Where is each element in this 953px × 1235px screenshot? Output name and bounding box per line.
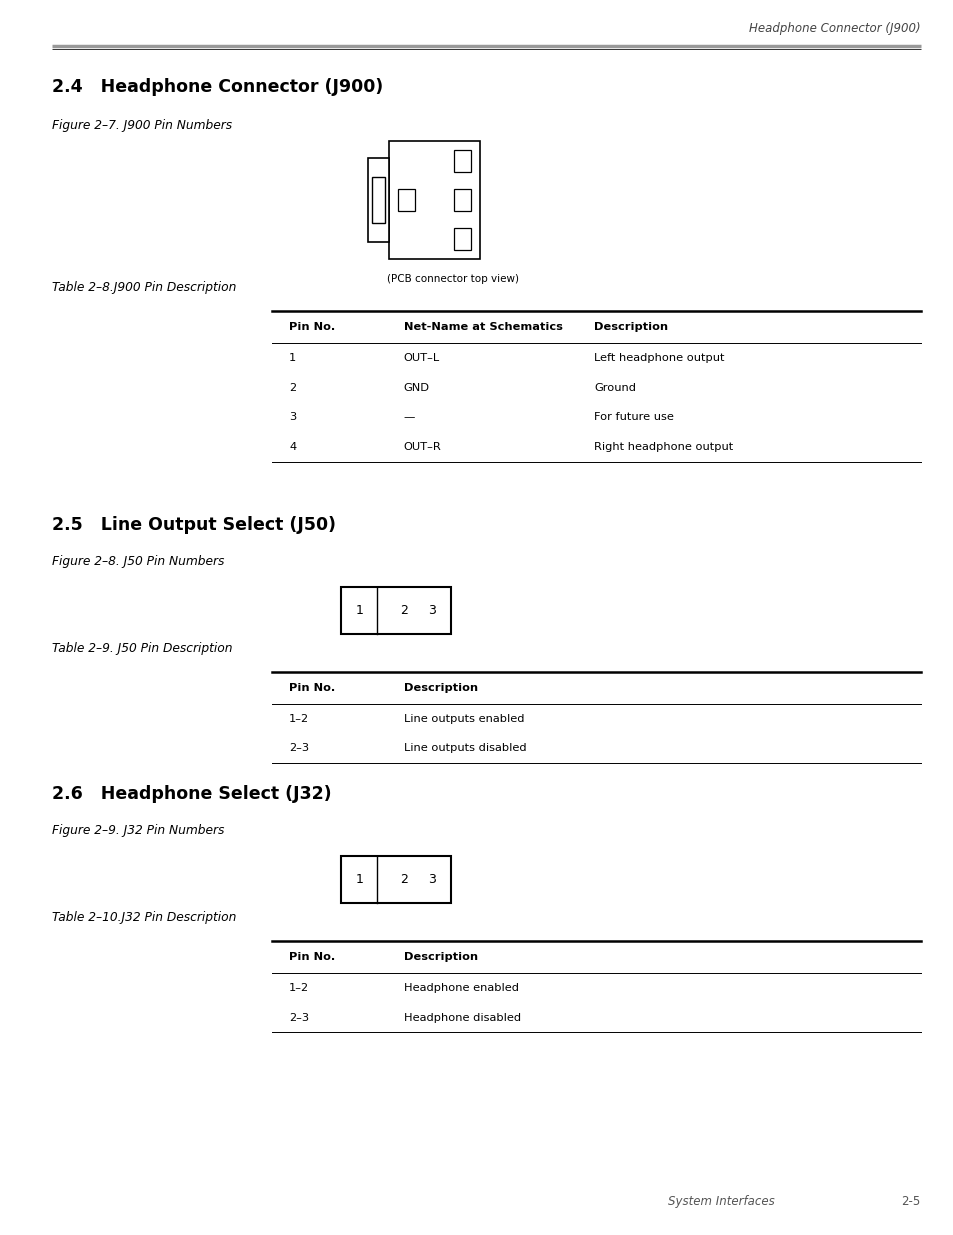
- Text: 3: 3: [428, 604, 436, 616]
- Bar: [368, 158, 389, 242]
- Text: 2: 2: [289, 383, 295, 393]
- Text: 2: 2: [399, 873, 407, 885]
- Text: (PCB connector top view): (PCB connector top view): [387, 274, 518, 284]
- Text: 2: 2: [402, 195, 409, 205]
- Text: —: —: [403, 412, 415, 422]
- Bar: [341, 856, 450, 903]
- Bar: [372, 177, 384, 224]
- Text: 1: 1: [355, 604, 363, 616]
- Text: Pin No.: Pin No.: [289, 683, 335, 693]
- Text: GND: GND: [403, 383, 429, 393]
- Text: Net-Name at Schematics: Net-Name at Schematics: [403, 322, 562, 332]
- Text: Figure 2–7. J900 Pin Numbers: Figure 2–7. J900 Pin Numbers: [52, 119, 233, 132]
- Text: 2.4   Headphone Connector (J900): 2.4 Headphone Connector (J900): [52, 78, 383, 96]
- Text: Figure 2–9. J32 Pin Numbers: Figure 2–9. J32 Pin Numbers: [52, 824, 225, 837]
- Text: Description: Description: [403, 952, 477, 962]
- Text: Headphone Connector (J900): Headphone Connector (J900): [748, 21, 920, 35]
- Text: 4: 4: [289, 442, 295, 452]
- Text: 4: 4: [459, 233, 465, 245]
- Text: 2.6   Headphone Select (J32): 2.6 Headphone Select (J32): [52, 784, 332, 803]
- Text: Description: Description: [594, 322, 668, 332]
- Text: 1: 1: [459, 156, 465, 167]
- Text: 2-5: 2-5: [901, 1194, 920, 1208]
- Text: 3: 3: [459, 195, 465, 205]
- Text: Table 2–8.J900 Pin Description: Table 2–8.J900 Pin Description: [52, 280, 236, 294]
- Text: Headphone enabled: Headphone enabled: [403, 983, 518, 993]
- Text: 1: 1: [355, 873, 363, 885]
- Text: 2–3: 2–3: [289, 743, 309, 753]
- Bar: [454, 151, 471, 173]
- Text: 1–2: 1–2: [289, 714, 309, 724]
- Text: Description: Description: [403, 683, 477, 693]
- Text: Pin No.: Pin No.: [289, 322, 335, 332]
- Text: Table 2–9. J50 Pin Description: Table 2–9. J50 Pin Description: [52, 641, 233, 655]
- Text: 2–3: 2–3: [289, 1013, 309, 1023]
- Text: Headphone disabled: Headphone disabled: [403, 1013, 520, 1023]
- Text: Ground: Ground: [594, 383, 636, 393]
- Text: 3: 3: [428, 873, 436, 885]
- Text: Table 2–10.J32 Pin Description: Table 2–10.J32 Pin Description: [52, 910, 236, 924]
- Bar: [397, 189, 415, 211]
- Text: 1: 1: [289, 353, 296, 363]
- Bar: [389, 142, 479, 259]
- Text: Figure 2–8. J50 Pin Numbers: Figure 2–8. J50 Pin Numbers: [52, 555, 225, 568]
- Text: For future use: For future use: [594, 412, 674, 422]
- Text: 3: 3: [289, 412, 296, 422]
- Text: Right headphone output: Right headphone output: [594, 442, 733, 452]
- Text: OUT–R: OUT–R: [403, 442, 441, 452]
- Text: Pin No.: Pin No.: [289, 952, 335, 962]
- Text: OUT–L: OUT–L: [403, 353, 439, 363]
- Bar: [341, 587, 450, 634]
- Text: 2: 2: [399, 604, 407, 616]
- Bar: [454, 189, 471, 211]
- Text: Line outputs enabled: Line outputs enabled: [403, 714, 523, 724]
- Text: 2.5   Line Output Select (J50): 2.5 Line Output Select (J50): [52, 515, 336, 534]
- Text: Left headphone output: Left headphone output: [594, 353, 724, 363]
- Bar: [454, 227, 471, 249]
- Text: System Interfaces: System Interfaces: [667, 1194, 774, 1208]
- Text: Line outputs disabled: Line outputs disabled: [403, 743, 526, 753]
- Text: 1–2: 1–2: [289, 983, 309, 993]
